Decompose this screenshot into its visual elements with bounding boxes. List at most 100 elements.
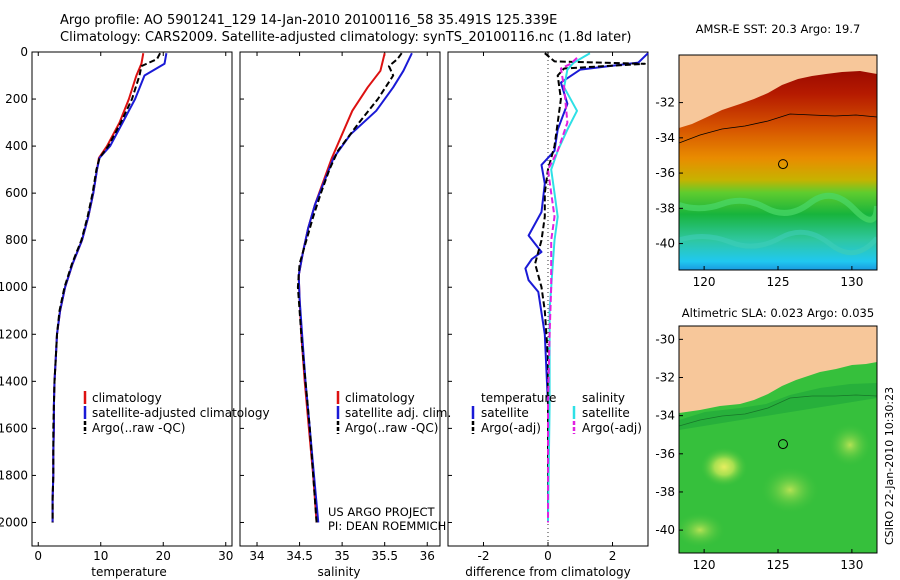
sst-band [679,229,877,256]
map-y-tick-label: -40 [655,237,675,251]
sla-land-mask [679,326,877,413]
sst-x-axis: 120 125 130 [693,266,863,289]
x-tick-label: 34 [249,549,264,563]
temperature-x-axis: 0 10 20 30 [34,52,233,563]
sst-land-mask [679,55,877,128]
temperature-panel-frame [31,51,233,547]
x-tick-label: 10 [93,549,108,563]
depth-tick-label: 1000 [0,280,28,294]
map-y-tick-label: -36 [655,166,675,180]
series-line-temperature-argo [534,52,646,523]
x-tick-label: 36 [420,549,435,563]
sst-argo-location-marker [778,159,788,170]
series-line-argo [51,52,161,523]
header-line-1: Argo profile: AO 5901241_129 14-Jan-2010… [60,13,558,28]
difference-series [524,52,649,523]
legend-label: Argo(..raw -QC) [345,421,438,435]
legend-label: satellite-adjusted climatology [92,406,270,420]
depth-tick-label: 600 [5,186,28,200]
depth-tick-label: 2000 [0,515,28,529]
map-y-tick-label: -36 [655,447,675,461]
series-line-satellite [297,52,413,523]
temperature-legend: climatology satellite-adjusted climatolo… [83,391,270,435]
sla-highlight [679,512,726,548]
legend-label: Argo(-adj) [481,421,541,435]
sla-y-axis: -30 -32 -34 -36 -38 -40 [655,332,683,537]
sla-band [679,383,877,430]
project-credit: US ARGO PROJECT [328,505,436,519]
map-y-tick-label: -38 [655,201,675,215]
salinity-xlabel: salinity [317,565,360,579]
depth-axis: 0 200 400 600 800 1000 1200 1400 1600 1800 2000 [0,45,452,529]
depth-tick-label: 0 [20,45,28,59]
x-tick-label: 30 [218,549,233,563]
x-tick-label: 0 [34,549,42,563]
map-x-tick-label: 125 [767,558,790,572]
map-y-tick-label: -40 [655,523,675,537]
series-line-climatology [51,53,145,523]
map-x-tick-label: 130 [840,558,863,572]
difference-x-axis: -2 0 2 [477,52,616,563]
depth-tick-label: 800 [5,233,28,247]
legend-label: Argo(..raw -QC) [92,421,185,435]
series-line-argo [296,52,403,523]
depth-tick-label: 200 [5,92,28,106]
legend-label: climatology [92,391,162,405]
depth-tick-label: 1600 [0,421,28,435]
side-timestamp: CSIRO 22-Jan-2010 10:30:23 [883,387,896,545]
map-x-tick-label: 130 [840,275,863,289]
map-y-tick-label: -34 [655,409,675,423]
sst-band [679,192,877,223]
legend-title-salinity: salinity [582,391,625,405]
depth-tick-label: 1800 [0,468,28,482]
header-line-2: Climatology: CARS2009. Satellite-adjuste… [60,30,632,45]
sla-highlight [760,466,820,514]
difference-legend: temperature satellite Argo(-adj) salinit… [471,391,642,435]
sst-map-title: AMSR-E SST: 20.3 Argo: 19.7 [696,22,861,36]
legend-label: satellite [582,406,630,420]
sst-contour-line [679,113,877,144]
series-line-satellite [51,53,168,523]
map-x-tick-label: 120 [693,558,716,572]
map-x-tick-label: 120 [693,275,716,289]
legend-title-temperature: temperature [481,391,556,405]
sla-highlight [700,447,748,487]
x-tick-label: 2 [609,549,617,563]
sla-x-axis: 120 125 130 [693,549,863,572]
x-tick-label: 35 [334,549,349,563]
sla-map-image [679,326,877,553]
salinity-legend: climatology satellite adj. clim. Argo(..… [336,391,451,435]
salinity-series [296,52,413,523]
salinity-x-axis: 34 34.5 35 35.5 36 [249,52,435,563]
pi-credit: PI: DEAN ROEMMICH [328,519,446,533]
sla-argo-location-marker [778,439,788,450]
temperature-xlabel: temperature [91,565,166,579]
map-y-tick-label: -32 [655,96,675,110]
series-line-temperature-satellite [524,52,649,523]
map-y-tick-label: -32 [655,371,675,385]
sst-map-image [679,55,877,270]
x-tick-label: 20 [156,549,171,563]
map-x-tick-label: 125 [767,275,790,289]
depth-tick-label: 1200 [0,327,28,341]
map-y-tick-label: -38 [655,485,675,499]
depth-tick-label: 400 [5,139,28,153]
x-tick-label: -2 [477,549,489,563]
depth-tick-label: 1400 [0,374,28,388]
map-y-tick-label: -34 [655,131,675,145]
series-line-salinity-satellite [547,52,591,523]
sst-y-axis: -32 -34 -36 -38 -40 [655,96,683,251]
x-tick-label: 34.5 [286,549,313,563]
sla-highlight [828,423,872,467]
legend-label: satellite [481,406,529,420]
x-tick-label: 35.5 [371,549,398,563]
map-y-tick-label: -30 [655,332,675,346]
legend-label: satellite adj. clim. [345,406,451,420]
x-tick-label: 0 [544,549,552,563]
difference-xlabel: difference from climatology [465,565,631,579]
sla-map-title: Altimetric SLA: 0.023 Argo: 0.035 [682,306,874,320]
legend-label: Argo(-adj) [582,421,642,435]
series-line-salinity-argo [547,57,578,523]
temperature-series [51,52,168,523]
